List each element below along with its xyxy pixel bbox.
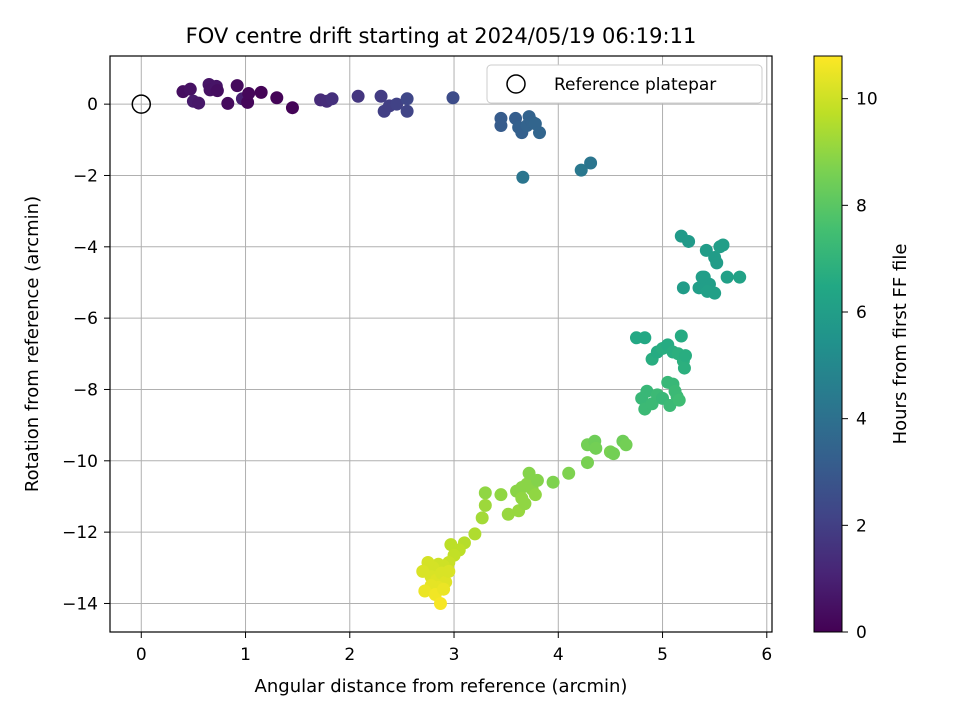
data-point (374, 89, 388, 103)
x-axis-label: Angular distance from reference (arcmin) (255, 676, 628, 697)
colorbar-gradient (813, 55, 843, 633)
reference-platepar-marker (131, 94, 152, 114)
data-point (446, 91, 460, 105)
data-point (501, 507, 515, 521)
data-point (562, 466, 576, 480)
data-point (589, 441, 603, 455)
data-point (325, 92, 339, 106)
x-tick-label: 0 (136, 645, 147, 665)
x-tick-label: 2 (344, 645, 355, 665)
data-point (270, 91, 284, 105)
data-point (530, 473, 544, 487)
x-tick-label: 6 (761, 645, 772, 665)
y-tick-label: −10 (62, 452, 98, 472)
y-axis-ticks: 0 −2 −4 −6 −8 −10 −12 −14 (62, 95, 110, 614)
data-point (695, 270, 709, 284)
data-point (516, 170, 530, 184)
data-point (580, 456, 594, 470)
plot-frame (109, 55, 773, 633)
y-tick-label: −6 (73, 309, 98, 329)
colorbar-ticks: 0 2 4 6 8 10 (842, 90, 878, 643)
data-point (528, 488, 542, 502)
data-point (254, 85, 268, 99)
data-point (285, 101, 299, 115)
y-tick-label: 0 (87, 95, 98, 115)
data-point (678, 349, 692, 363)
data-point (733, 270, 747, 284)
colorbar-tick-label: 6 (856, 303, 867, 323)
legend-label: Reference platepar (554, 75, 716, 95)
data-point (478, 498, 492, 512)
x-tick-label: 1 (240, 645, 251, 665)
data-point (390, 97, 404, 111)
data-point (677, 361, 691, 375)
colorbar-tick-label: 10 (856, 90, 878, 110)
data-point (444, 538, 458, 552)
scatter-points (176, 78, 747, 610)
y-tick-label: −4 (73, 238, 98, 258)
data-point (682, 234, 696, 248)
data-point (433, 596, 447, 610)
x-tick-label: 3 (449, 645, 460, 665)
legend: Reference platepar (486, 64, 763, 104)
data-point (515, 491, 529, 505)
data-point (700, 284, 714, 298)
legend-marker-icon (506, 74, 526, 94)
colorbar: 0 2 4 6 8 10 Hours from first FF file (813, 55, 911, 643)
data-point (607, 447, 621, 461)
data-point (418, 584, 432, 598)
y-tick-label: −8 (73, 380, 98, 400)
data-point (546, 475, 560, 489)
data-point (720, 270, 734, 284)
data-point (494, 488, 508, 502)
legend-box (486, 64, 763, 104)
data-point (672, 393, 686, 407)
data-point (230, 79, 244, 93)
data-point (710, 256, 724, 270)
data-point (716, 238, 730, 252)
data-point (400, 92, 414, 106)
data-point (183, 82, 197, 96)
data-point (674, 329, 688, 343)
data-point (210, 84, 224, 98)
y-tick-label: −2 (73, 166, 98, 186)
data-point (478, 486, 492, 500)
data-point (640, 384, 654, 398)
x-tick-label: 4 (553, 645, 564, 665)
data-point (468, 527, 482, 541)
colorbar-tick-label: 2 (856, 516, 867, 536)
data-point (676, 281, 690, 295)
data-point (475, 511, 489, 525)
data-point (533, 126, 547, 140)
colorbar-tick-label: 4 (856, 410, 867, 430)
data-point (192, 96, 206, 110)
data-point (221, 96, 235, 110)
x-axis-ticks: 0 1 2 3 4 5 6 (136, 632, 772, 665)
data-point (400, 104, 414, 118)
chart-title: FOV centre drift starting at 2024/05/19 … (186, 24, 697, 48)
y-tick-label: −14 (62, 594, 98, 614)
y-axis-label: Rotation from reference (arcmin) (22, 196, 43, 492)
data-point (442, 564, 456, 578)
data-point (574, 163, 588, 177)
y-tick-label: −12 (62, 523, 98, 543)
data-point (494, 119, 508, 133)
data-point (638, 331, 652, 345)
data-point (437, 582, 451, 596)
colorbar-tick-label: 0 (856, 623, 867, 643)
data-point (584, 156, 598, 170)
x-tick-label: 5 (657, 645, 668, 665)
data-point (242, 86, 256, 100)
data-point (619, 438, 633, 452)
data-point (351, 89, 365, 103)
colorbar-label: Hours from first FF file (890, 244, 911, 445)
colorbar-tick-label: 8 (856, 196, 867, 216)
